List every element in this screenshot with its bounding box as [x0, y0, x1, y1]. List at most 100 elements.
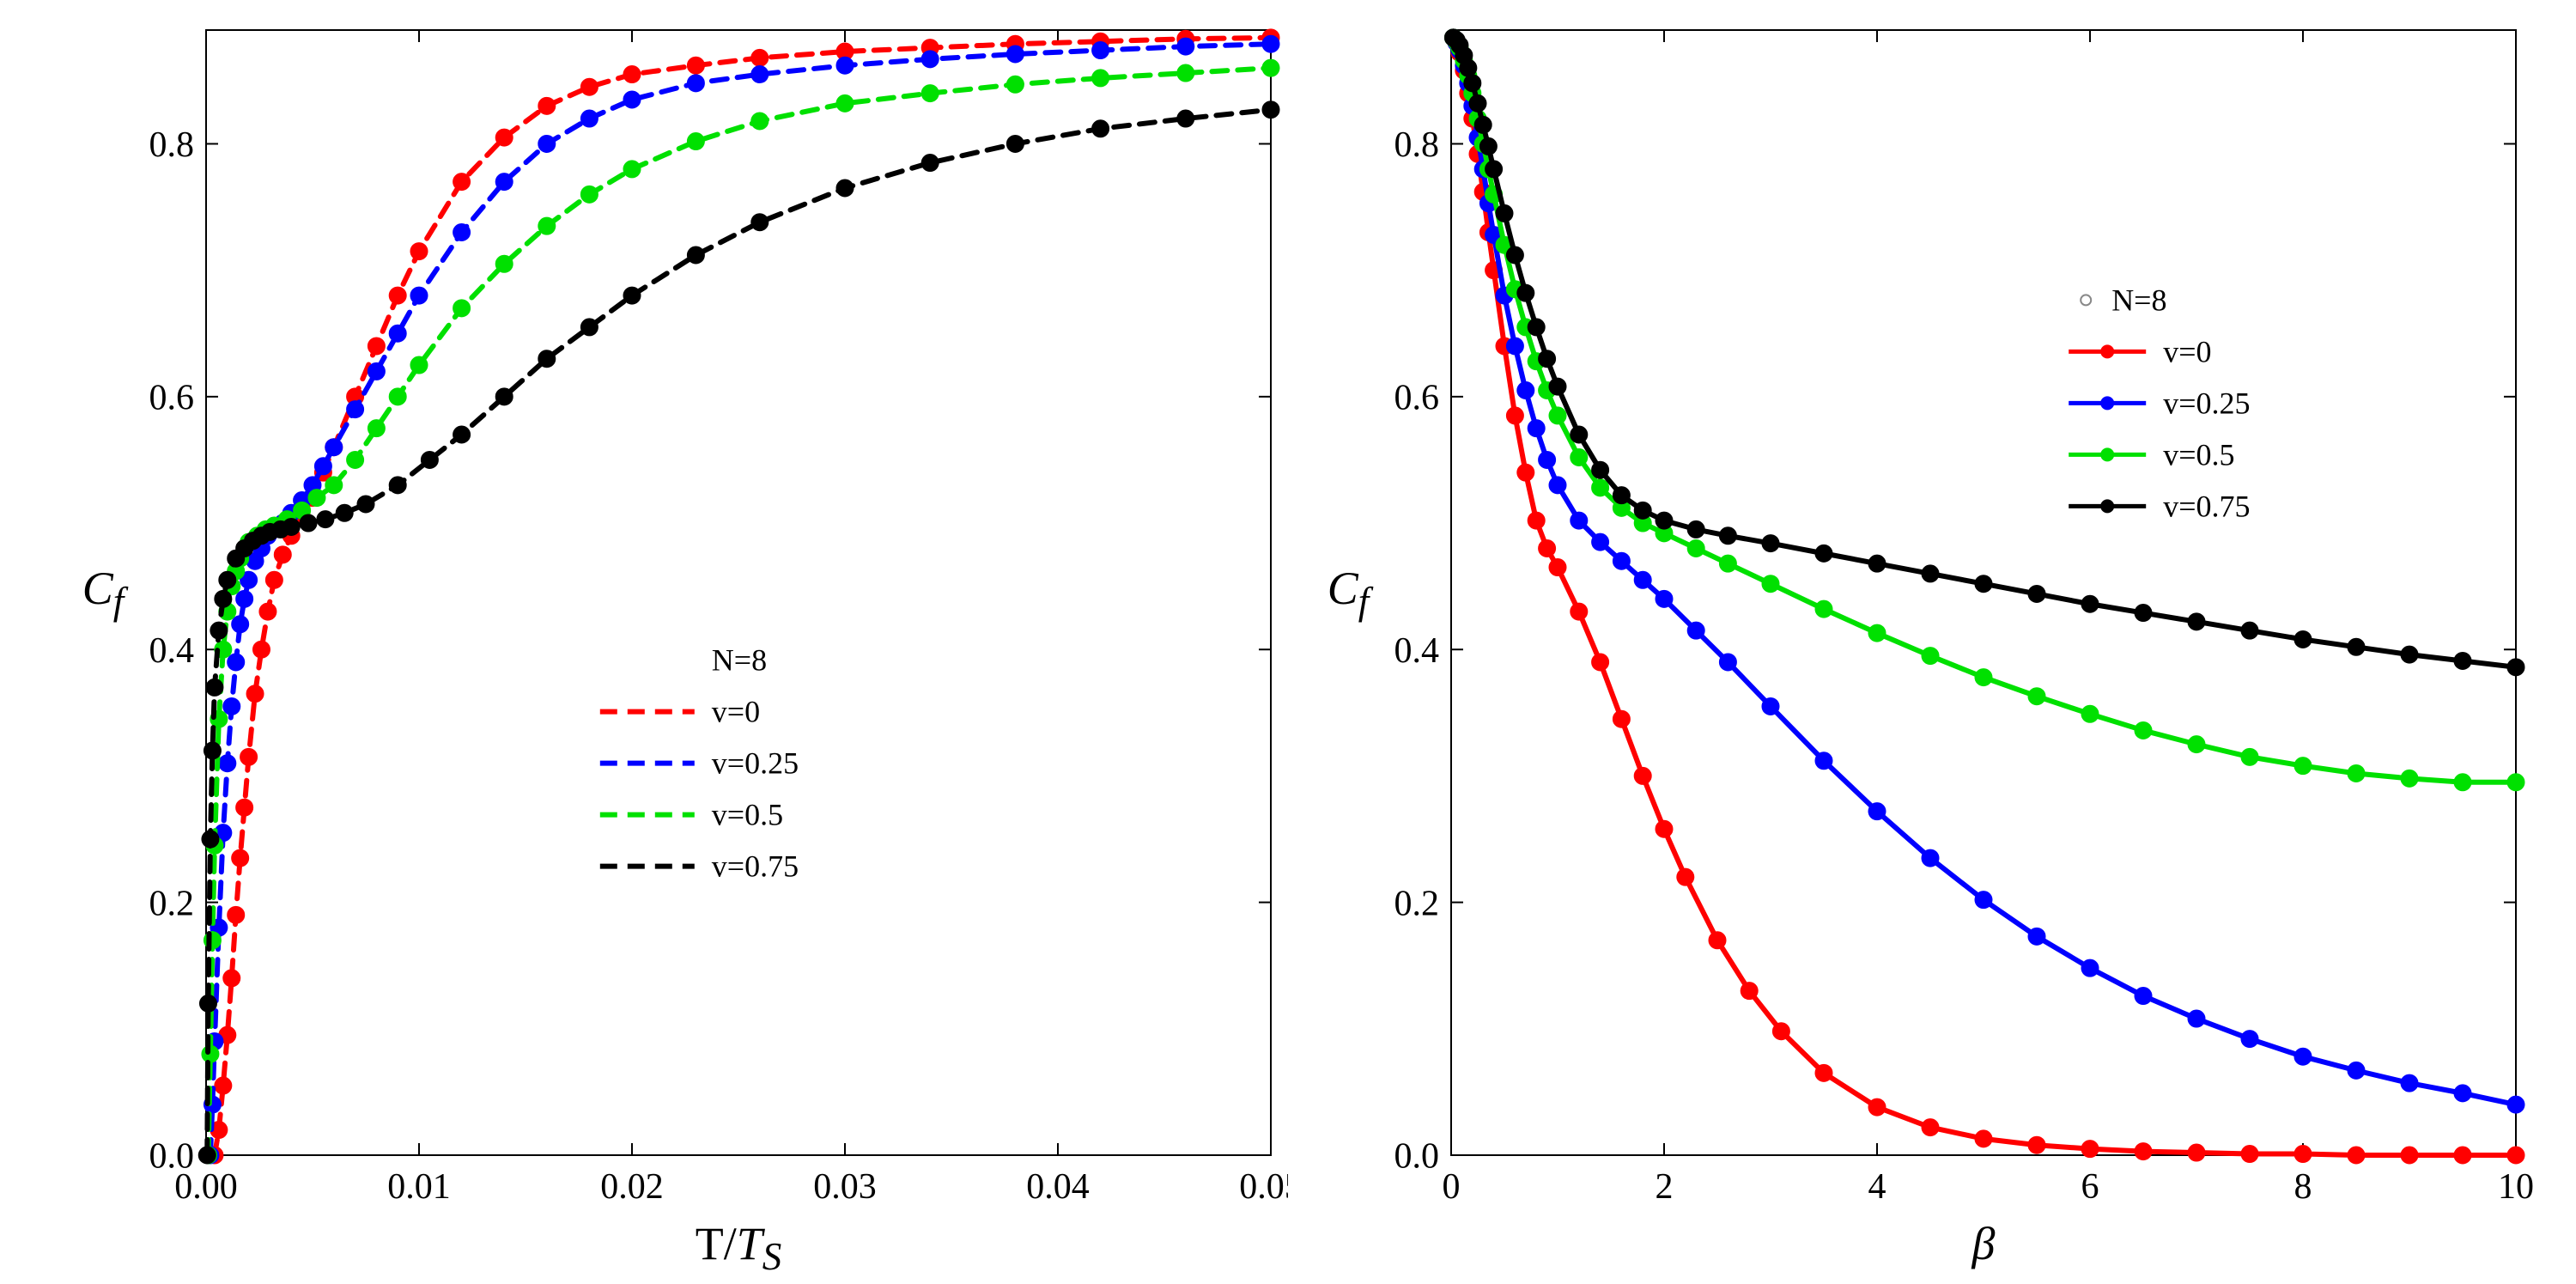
- series-marker: [2188, 613, 2205, 630]
- series-marker: [1634, 571, 1651, 588]
- legend-item-label: v=0: [712, 695, 760, 729]
- series-marker: [687, 133, 704, 150]
- series-marker: [1549, 407, 1566, 424]
- y-tick-label: 0.8: [149, 125, 195, 165]
- series-marker: [1469, 94, 1486, 112]
- series-marker: [1815, 1064, 1832, 1081]
- series-marker: [1868, 624, 1886, 642]
- series-marker: [246, 685, 264, 703]
- series-marker: [2081, 705, 2099, 722]
- right-chart-ylabel: Cf: [1327, 562, 1370, 624]
- y-tick-label: 0.2: [1394, 884, 1440, 923]
- series-line: [1453, 38, 2516, 667]
- series-marker: [265, 571, 283, 588]
- series-marker: [2507, 659, 2524, 676]
- x-tick-label: 0: [1443, 1167, 1461, 1207]
- series-marker: [2135, 605, 2152, 622]
- series-marker: [240, 748, 258, 765]
- x-tick-label: 0.05: [1239, 1167, 1288, 1207]
- series-marker: [2454, 1085, 2471, 1102]
- series-marker: [1539, 451, 1556, 468]
- series-marker: [751, 214, 769, 231]
- series-marker: [1485, 161, 1503, 178]
- series-marker: [347, 451, 364, 468]
- series-marker: [232, 616, 249, 633]
- series-marker: [1592, 461, 1609, 478]
- series-marker: [1262, 101, 1279, 119]
- series-marker: [252, 641, 270, 658]
- series-marker: [2241, 622, 2258, 639]
- series-marker: [202, 831, 219, 848]
- series-marker: [1762, 575, 1779, 593]
- series-marker: [2081, 1141, 2099, 1158]
- series-marker: [1922, 1119, 1939, 1136]
- series-marker: [347, 401, 364, 418]
- x-tick-label: 0.01: [387, 1167, 451, 1207]
- series-marker: [1092, 120, 1109, 137]
- series-marker: [538, 217, 556, 234]
- legend-item-label: v=0: [2163, 334, 2211, 368]
- x-tick-label: 0.04: [1026, 1167, 1090, 1207]
- series-marker: [1571, 449, 1588, 466]
- series-marker: [2135, 988, 2152, 1005]
- y-tick-label: 0.8: [1394, 125, 1440, 165]
- series-line: [1453, 38, 2516, 1104]
- x-tick-label: 4: [1868, 1167, 1886, 1207]
- series-marker: [1815, 752, 1832, 770]
- series-marker: [1815, 545, 1832, 562]
- series-marker: [1571, 603, 1588, 620]
- series-marker: [1922, 648, 1939, 665]
- series-marker: [580, 110, 598, 127]
- series-marker: [836, 94, 854, 112]
- series-marker: [1741, 983, 1758, 1000]
- left-chart-ylabel: Cf: [82, 562, 125, 624]
- series-marker: [2401, 1074, 2418, 1092]
- series-marker: [1868, 1098, 1886, 1116]
- series-marker: [2188, 1144, 2205, 1161]
- series-marker: [1479, 137, 1497, 155]
- series-marker: [1975, 669, 1992, 686]
- x-tick-label: 6: [2081, 1167, 2099, 1207]
- series-marker: [223, 697, 240, 715]
- series-marker: [215, 590, 232, 607]
- series-marker: [1549, 378, 1566, 395]
- series-marker: [1528, 319, 1545, 336]
- series-marker: [1762, 535, 1779, 552]
- left-chart: 0.000.010.020.030.040.050.00.20.40.60.8N…: [43, 0, 1288, 1284]
- series-marker: [2188, 1010, 2205, 1027]
- series-marker: [389, 325, 406, 342]
- legend-sample-marker: [2100, 447, 2114, 461]
- legend-title: N=8: [712, 643, 767, 678]
- y-tick-label: 0.4: [1394, 631, 1440, 671]
- series-marker: [623, 287, 641, 304]
- series-marker: [368, 362, 385, 380]
- left-panel: 0.000.010.020.030.040.050.00.20.40.60.8N…: [43, 0, 1288, 1284]
- series-marker: [2241, 748, 2258, 765]
- series-marker: [1922, 849, 1939, 867]
- series-line: [210, 44, 1271, 1155]
- series-marker: [2294, 630, 2312, 648]
- series-marker: [687, 75, 704, 92]
- series-marker: [751, 66, 769, 83]
- series-marker: [580, 319, 598, 336]
- series-marker: [1092, 42, 1109, 59]
- x-tick-label: 2: [1656, 1167, 1674, 1207]
- legend-sample-marker: [2100, 499, 2114, 513]
- series-marker: [2401, 646, 2418, 663]
- series-marker: [2135, 1143, 2152, 1160]
- y-tick-label: 0.6: [1394, 379, 1440, 418]
- series-marker: [1656, 512, 1673, 529]
- series-marker: [1528, 512, 1545, 529]
- series-marker: [1517, 284, 1534, 301]
- legend-item-label: v=0.5: [2163, 437, 2234, 472]
- series-marker: [1592, 654, 1609, 671]
- x-tick-label: 10: [2498, 1167, 2534, 1207]
- series-marker: [1719, 555, 1736, 572]
- series-marker: [2188, 736, 2205, 753]
- legend-sample-marker: [2100, 396, 2114, 410]
- series-marker: [921, 155, 939, 172]
- series-marker: [1772, 1023, 1789, 1040]
- series-marker: [1549, 477, 1566, 494]
- series-marker: [836, 180, 854, 197]
- series-marker: [283, 518, 300, 535]
